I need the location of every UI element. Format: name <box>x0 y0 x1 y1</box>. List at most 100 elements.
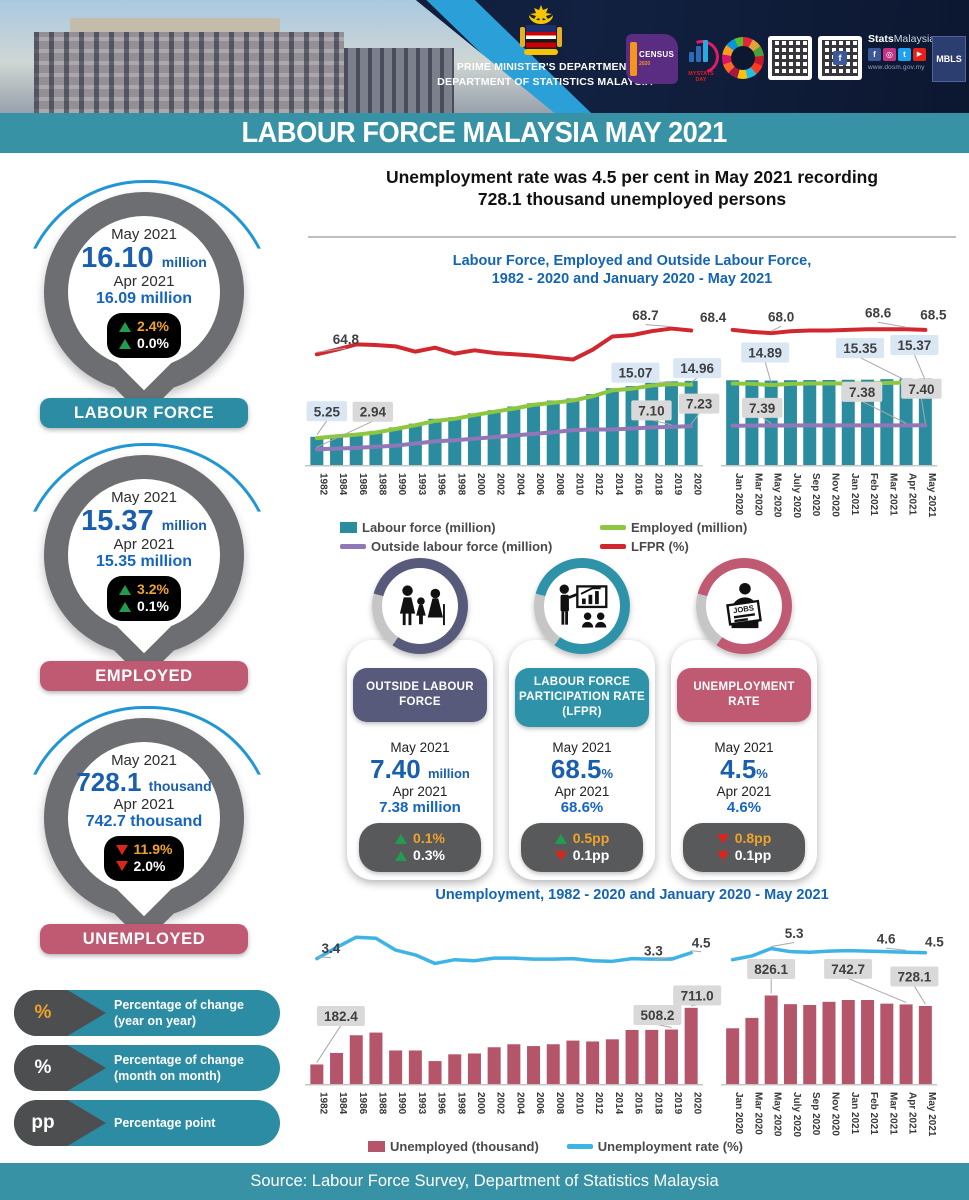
axis-label: 2018 <box>652 473 663 496</box>
axis-label: Nov 2020 <box>830 1092 841 1136</box>
bar <box>330 1052 344 1084</box>
axis-label: 2014 <box>613 1092 624 1115</box>
headline: Unemployment rate was 4.5 per cent in Ma… <box>308 166 956 211</box>
axis-label: Mar 2020 <box>752 473 763 516</box>
up-arrow-icon <box>119 584 132 595</box>
bar <box>448 1054 462 1084</box>
axis-label: May 2021 <box>926 473 937 518</box>
axis-label: 2006 <box>534 473 545 496</box>
dept-line1: PRIME MINISTER'S DEPARTMENT <box>456 61 634 73</box>
bar <box>664 381 678 465</box>
up-arrow-icon <box>395 850 408 861</box>
card-value-may: 4.5% <box>720 754 768 784</box>
change-pill: 2.4% 0.0% <box>107 313 181 359</box>
axis-label: Jan 2021 <box>849 1092 860 1135</box>
legend-swatch <box>340 544 366 549</box>
data-label-box <box>890 966 939 987</box>
bar <box>783 1004 797 1084</box>
axis-label: 2000 <box>475 1092 486 1115</box>
legend-swatch <box>566 1144 593 1149</box>
data-label: 7.10 <box>638 403 664 418</box>
data-label-box <box>747 958 796 979</box>
legend-swatch <box>368 1141 385 1152</box>
data-label-box <box>306 401 348 422</box>
data-label: 68.6 <box>865 306 892 321</box>
axis-label: Apr 2021 <box>907 473 918 516</box>
axis-label: 2012 <box>593 1092 604 1115</box>
legend-pill-pp: pp Percentage point <box>14 1100 280 1146</box>
data-label: 68.0 <box>768 310 794 325</box>
bar <box>899 1004 913 1084</box>
data-label-box <box>678 393 720 414</box>
data-label: 711.0 <box>681 988 714 1003</box>
legend-item: Unemployed (thousand) <box>368 1139 539 1154</box>
data-label-box <box>611 362 660 383</box>
data-label-box <box>631 400 672 421</box>
bar <box>389 1050 403 1084</box>
data-label: 508.2 <box>641 1008 675 1023</box>
bar <box>745 1017 759 1084</box>
stat-value-apr: 742.7 thousand <box>85 813 203 831</box>
data-label: 7.40 <box>908 382 934 397</box>
percent-symbol: % <box>14 1045 106 1091</box>
card-title: UNEMPLOYMENT RATE <box>677 668 811 722</box>
axis-label: 2016 <box>633 473 644 496</box>
data-label-box <box>633 1005 682 1026</box>
bar <box>726 1028 740 1084</box>
legend-item: LFPR (%) <box>600 539 747 554</box>
outside-line <box>314 424 694 452</box>
metric-cards: OUTSIDE LABOUR FORCE May 2021 7.40 millio… <box>347 556 817 880</box>
axis-label: Sep 2020 <box>810 473 821 517</box>
chart1-legend: Labour force (million) Employed (million)… <box>340 520 747 554</box>
data-label: 15.07 <box>619 366 653 381</box>
axis-label: 1990 <box>396 473 407 496</box>
axis-label: 2010 <box>573 473 584 496</box>
card-lfpr: LABOUR FORCE PARTICIPATION RATE (LFPR) May… <box>509 556 655 880</box>
data-label: 14.96 <box>680 361 714 376</box>
period-label: May 2021 <box>111 226 177 243</box>
bar <box>822 1001 836 1084</box>
facebook-icon: f <box>868 48 881 61</box>
axis-label: 1996 <box>436 473 447 496</box>
bar <box>527 1046 541 1084</box>
axis-label: Mar 2020 <box>752 1092 763 1135</box>
chart2-title: Unemployment, 1982 - 2020 and January 20… <box>435 887 829 903</box>
axis-label: 1982 <box>317 1092 328 1115</box>
card-title: OUTSIDE LABOUR FORCE <box>353 668 487 722</box>
down-arrow-icon <box>554 850 567 861</box>
dept-line2: DEPARTMENT OF STATISTICS MALAYSIA <box>437 75 653 88</box>
chart-canvas: 1982 1984 1986 1988 1990 1993 1996 1998 2000 2002… <box>305 926 944 1137</box>
website-url: www.dosm.gov.my <box>868 64 925 71</box>
card-value-apr: 7.38 million <box>379 798 461 816</box>
data-label-box <box>316 1005 365 1026</box>
axis-label: 2010 <box>573 1092 584 1115</box>
down-arrow-icon <box>115 844 128 855</box>
bar <box>803 380 817 465</box>
malaysia-coat-of-arms <box>516 5 566 62</box>
stat-value-apr: 15.35 million <box>95 553 193 571</box>
data-label: 5.3 <box>785 926 804 941</box>
axis-label: 2012 <box>593 473 604 496</box>
rate-line <box>315 935 693 966</box>
data-label-box <box>836 338 885 359</box>
mystats-day-logo: MYSTATS DAY <box>679 34 725 84</box>
notation-legend: % Percentage of change (year on year) % P… <box>14 990 280 1155</box>
page-title: LABOUR FORCE MALAYSIA MAY 2021 <box>241 116 728 149</box>
data-label: 14.89 <box>748 346 782 361</box>
bar <box>918 1005 932 1084</box>
bar <box>310 1064 324 1084</box>
axis-label: Sep 2020 <box>810 1092 821 1136</box>
bar <box>369 1032 383 1084</box>
data-label-box <box>824 958 873 979</box>
bar <box>625 386 639 465</box>
labour-force-chart: 1982 1984 1986 1988 1990 1993 1996 1998 2000 2002… <box>303 296 963 528</box>
data-label: 64.8 <box>333 332 360 347</box>
bar <box>467 1053 481 1084</box>
sdg-wheel-icon <box>722 37 764 79</box>
data-label: 7.23 <box>686 397 713 412</box>
employed-line <box>314 382 694 441</box>
axis-label: 2016 <box>633 1092 644 1115</box>
axis-label: 1988 <box>376 1092 387 1115</box>
axis-label: 2014 <box>613 473 624 496</box>
stats-malaysia-block: StatsMalaysia f ◎ t ▶ www.dosm.gov.my <box>868 33 935 71</box>
